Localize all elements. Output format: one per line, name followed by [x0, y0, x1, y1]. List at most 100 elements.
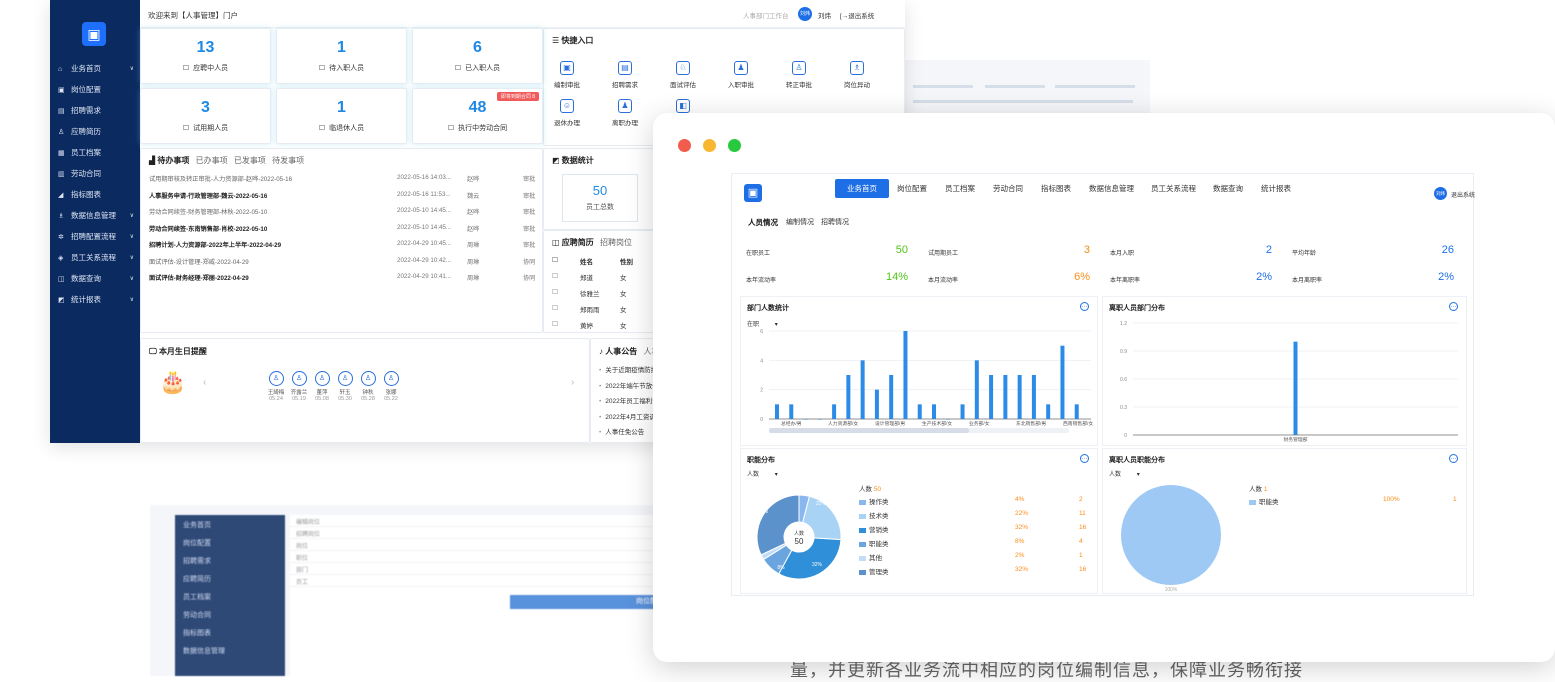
stat-card[interactable]: 6 ☐ 已入职人员	[412, 28, 543, 84]
tab-done[interactable]: 已办事项	[195, 156, 228, 165]
expiring-contract-badge[interactable]: 即将到期合同 8	[496, 92, 539, 101]
bar[interactable]	[1293, 341, 1298, 435]
topnav-item[interactable]: 业务首页	[835, 179, 889, 198]
bar[interactable]	[803, 419, 808, 420]
birthday-person[interactable]: ♙ 董萍 05.08	[311, 371, 333, 402]
stat-card[interactable]: 1 ☐ 临退休人员	[276, 88, 407, 144]
user-avatar[interactable]: 刘炜	[1434, 187, 1447, 200]
sidebar-item[interactable]: ▥ 劳动合同	[58, 165, 138, 183]
bar[interactable]	[832, 404, 837, 419]
quick-entry-item[interactable]: ♗ 岗位异动	[834, 61, 880, 89]
todo-row[interactable]: 招聘计划-人力资源部-2022年上半年-2022-04-29 2022-04-29…	[149, 240, 544, 250]
checkbox-icon[interactable]: ☐	[552, 321, 558, 328]
bar[interactable]	[903, 331, 908, 419]
sidebar-item[interactable]: ◫ 数据查询 ∨	[58, 270, 138, 288]
legend-item[interactable]: 职能类 8% 4	[859, 538, 1095, 548]
topnav-item[interactable]: 员工档案	[945, 184, 975, 193]
stat-card[interactable]: 48 ☐ 执行中劳动合同 即将到期合同 8	[412, 88, 543, 144]
legend-item[interactable]: 管理类 32% 16	[859, 566, 1095, 576]
birthday-person[interactable]: ♙ 钟秋 05.28	[357, 371, 379, 402]
quick-entry-item[interactable]: ♟ 入职审批	[718, 61, 764, 89]
legend-item[interactable]: 操作类 4% 2	[859, 496, 1095, 506]
tab-staff[interactable]: 人员情况	[748, 218, 778, 227]
bar[interactable]	[1003, 375, 1008, 419]
checkbox-icon[interactable]: ☐	[552, 289, 558, 296]
bar[interactable]	[1031, 375, 1036, 419]
sidebar-item[interactable]: ◈ 员工关系流程 ∨	[58, 249, 138, 267]
prev-arrow-icon[interactable]: ‹	[203, 377, 207, 388]
more-icon[interactable]: …	[1080, 454, 1089, 463]
logout-link[interactable]: [→退出系统	[840, 13, 875, 20]
sidebar-item[interactable]: ▦ 员工档案	[58, 144, 138, 162]
birthday-person[interactable]: ♙ 轩玉 05.30	[334, 371, 356, 402]
topnav-item[interactable]: 员工关系流程	[1151, 184, 1196, 193]
sidebar-item[interactable]: ♗ 数据信息管理 ∨	[58, 207, 138, 225]
count-filter-select[interactable]: 人数 ▾	[1109, 469, 1140, 478]
bar[interactable]	[775, 404, 779, 419]
topnav-item[interactable]: 统计报表	[1261, 184, 1291, 193]
notice-item[interactable]: 关于近期疫情防控的工作通知	[599, 364, 690, 374]
quick-entry-item[interactable]: ▤ 招聘需求	[602, 61, 648, 89]
tab-resume[interactable]: 应聘简历	[561, 238, 594, 247]
legend-item[interactable]: 职能类 100% 1	[1249, 496, 1469, 506]
legend-item[interactable]: 营销类 32% 16	[859, 524, 1095, 534]
count-filter-select[interactable]: 人数 ▾	[747, 469, 778, 478]
tab-recruit-position[interactable]: 招聘岗位	[600, 238, 633, 247]
quick-entry-item[interactable]: ☺ 退休办理	[544, 99, 590, 127]
topnav-item[interactable]: 劳动合同	[993, 184, 1023, 193]
quick-entry-item[interactable]: ♟ 离职办理	[602, 99, 648, 127]
bar[interactable]	[1060, 345, 1065, 419]
todo-row[interactable]: 劳动合同续签-财务管理部-林秋-2022-05-10 2022-05-10 14:…	[149, 207, 544, 217]
notice-item[interactable]: 2022年端午节放假通知	[599, 380, 671, 390]
stat-card[interactable]: 1 ☐ 待入职人员	[276, 28, 407, 84]
scrollbar-thumb[interactable]	[769, 428, 969, 433]
more-icon[interactable]: …	[1449, 454, 1458, 463]
logout-link[interactable]: 退出系统	[1451, 193, 1476, 199]
stat-card[interactable]: 13 ☐ 应聘中人员	[140, 28, 271, 84]
notice-item[interactable]: 人事任免公告	[599, 426, 644, 436]
bar[interactable]	[789, 404, 794, 419]
sidebar-item[interactable]: ♙ 应聘简历	[58, 123, 138, 141]
tab-sent[interactable]: 已发事项	[233, 156, 266, 165]
notice-item[interactable]: 2022年4月工资调整发放通知	[599, 411, 688, 421]
legend-item[interactable]: 技术类 22% 11	[859, 510, 1095, 520]
quick-entry-item[interactable]: ▣ 编制审批	[544, 61, 590, 89]
sidebar-item[interactable]: ◢ 指标图表	[58, 186, 138, 204]
sidebar-item[interactable]: ✲ 招聘配置流程 ∨	[58, 228, 138, 246]
bar[interactable]	[874, 389, 879, 419]
bar[interactable]	[989, 375, 994, 419]
sidebar-item[interactable]: ◩ 统计报表 ∨	[58, 291, 138, 309]
topnav-item[interactable]: 指标图表	[1041, 184, 1071, 193]
bar[interactable]	[846, 375, 851, 419]
sidebar-item[interactable]: ▣ 岗位配置	[58, 81, 138, 99]
bar[interactable]	[1017, 375, 1022, 419]
maximize-window-icon[interactable]	[728, 139, 741, 152]
bar[interactable]	[817, 419, 822, 420]
tab-recruit[interactable]: 招聘情况	[821, 219, 849, 226]
checkbox-icon[interactable]: ☐	[552, 257, 558, 264]
birthday-person[interactable]: ♙ 王綺梅 05.24	[265, 371, 287, 402]
todo-row[interactable]: 劳动合同续签-东南销售部-肖校-2022-05-10 2022-05-10 14:…	[149, 224, 544, 234]
todo-row[interactable]: 人事服务申请-行政管理部-魏云-2022-05-16 2022-05-16 11:…	[149, 191, 544, 201]
sidebar-item[interactable]: ▤ 招聘需求	[58, 102, 138, 120]
topnav-item[interactable]: 数据查询	[1213, 184, 1243, 193]
checkbox-icon[interactable]: ☐	[552, 273, 558, 280]
bar[interactable]	[917, 404, 922, 419]
pie-slice[interactable]	[1121, 485, 1221, 585]
user-avatar[interactable]: 刘炜	[798, 7, 812, 21]
tab-headcount[interactable]: 编制情况	[786, 219, 814, 226]
tab-to-send[interactable]: 待发事项	[272, 156, 305, 165]
next-arrow-icon[interactable]: ›	[571, 377, 575, 388]
todo-row[interactable]: 面试评估-财务经理-郑丽-2022-04-29 2022-04-29 10:41.…	[149, 273, 544, 283]
bar[interactable]	[1046, 404, 1051, 419]
topnav-item[interactable]: 岗位配置	[897, 184, 927, 193]
tab-todo[interactable]: 待办事项	[157, 156, 190, 165]
bar[interactable]	[932, 404, 936, 419]
bar[interactable]	[1074, 404, 1079, 419]
bar[interactable]	[946, 419, 951, 420]
more-icon[interactable]: …	[1080, 302, 1089, 311]
bar[interactable]	[889, 375, 894, 419]
todo-row[interactable]: 面试评估-设计管理-郑威-2022-04-29 2022-04-29 10:42.…	[149, 257, 544, 267]
close-window-icon[interactable]	[678, 139, 691, 152]
quick-entry-item[interactable]: ♘ 面试评估	[660, 61, 706, 89]
